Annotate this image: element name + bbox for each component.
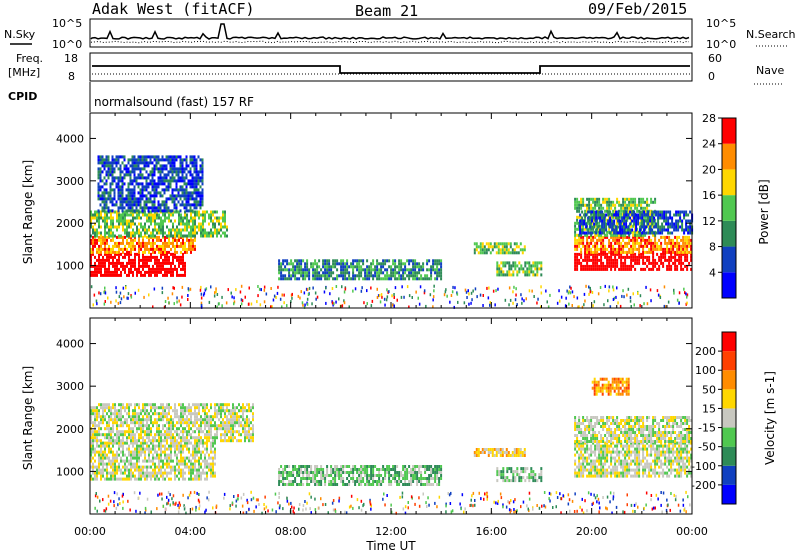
velocity-region [278, 465, 443, 486]
power-region [90, 210, 228, 238]
nave-tick-top: 60 [708, 52, 722, 65]
power-region [90, 235, 196, 254]
power-colorbar-swatch [722, 143, 736, 170]
velocity-ytick-label: 2000 [56, 423, 84, 436]
power-ylabel: Slant Range [km] [21, 160, 35, 264]
cpid-panel: CPID normalsound (fast) 157 RF [8, 82, 254, 112]
velocity-region [591, 377, 630, 396]
noise-panel: N.Sky 10^5 10^0 10^5 10^0 N.Search [4, 17, 796, 51]
power-panel: Slant Range [km] 1000 2000 3000 4000 4 8 12 16… [21, 112, 771, 309]
velocity-xtick-label: 00:00 [74, 525, 106, 538]
velocity-colorbar-tick: 200 [695, 345, 716, 358]
velocity-xtick-label: 00:00 [676, 525, 708, 538]
power-region [278, 259, 443, 281]
power-colorbar-tick: 20 [702, 163, 716, 176]
velocity-xtick-label: 16:00 [475, 525, 507, 538]
velocity-colorbar-tick: 100 [695, 364, 716, 377]
velocity-colorbar-tick: -100 [691, 460, 716, 473]
power-region [90, 252, 186, 277]
power-region [97, 155, 204, 213]
velocity-panel: Slant Range [km] 1000 2000 3000 4000 00:00 0… [21, 317, 777, 553]
velocity-colorbar-label: Velocity [m s-1] [763, 371, 777, 465]
power-region [473, 242, 526, 255]
nsky-tick-top: 10^5 [52, 17, 82, 30]
freq-trace [92, 65, 690, 74]
power-colorbar-tick: 28 [702, 112, 716, 125]
power-colorbar-swatch [722, 195, 736, 221]
power-colorbar-swatch [722, 118, 736, 144]
freq-unit: [MHz] [8, 66, 40, 79]
beam-title: Beam 21 [355, 2, 418, 20]
power-region [579, 210, 694, 235]
velocity-colorbar-tick: 15 [702, 402, 716, 415]
velocity-region [473, 448, 526, 457]
nsky-label: N.Sky [4, 28, 36, 41]
power-region [574, 235, 693, 254]
velocity-colorbar-swatch [722, 332, 736, 352]
power-region [496, 261, 543, 277]
freq-tick-top: 18 [64, 52, 78, 65]
velocity-ytick-label: 4000 [56, 338, 84, 351]
velocity-ytick-label: 1000 [56, 465, 84, 478]
velocity-colorbar-tick: -50 [698, 441, 716, 454]
power-colorbar-swatch [722, 246, 736, 273]
power-colorbar-tick: 4 [709, 266, 716, 279]
date-title: 09/Feb/2015 [588, 0, 687, 18]
velocity-region [90, 441, 216, 481]
freq-tick-bottom: 8 [68, 70, 75, 83]
power-colorbar-swatch [722, 169, 736, 196]
cpid-label: CPID [8, 90, 37, 103]
nsearch-trace [90, 40, 690, 44]
power-colorbar-tick: 12 [702, 215, 716, 228]
cpid-text: normalsound (fast) 157 RF [94, 95, 254, 109]
velocity-speckle [94, 490, 691, 515]
velocity-xtick-label: 20:00 [576, 525, 608, 538]
power-colorbar-swatch [722, 272, 736, 298]
power-ytick-label: 3000 [56, 175, 84, 188]
freq-panel: Freq. [MHz] 18 8 60 0 Nave [8, 52, 784, 85]
velocity-xlabel: Time UT [365, 539, 416, 553]
power-colorbar-label: Power [dB] [757, 179, 771, 244]
velocity-region [90, 403, 254, 443]
velocity-colorbar-swatch [722, 446, 736, 466]
velocity-colorbar-swatch [722, 465, 736, 485]
freq-label: Freq. [16, 52, 43, 65]
velocity-colorbar-tick: 50 [702, 383, 716, 396]
velocity-colorbar-swatch [722, 427, 736, 447]
nsearch-label: N.Search [746, 28, 796, 41]
nsearch-tick-top: 10^5 [706, 17, 736, 30]
velocity-ylabel: Slant Range [km] [21, 366, 35, 470]
velocity-region [574, 416, 693, 443]
nave-tick-bottom: 0 [708, 70, 715, 83]
power-region [574, 252, 693, 271]
velocity-region [574, 441, 693, 478]
velocity-colorbar-swatch [722, 351, 736, 371]
power-colorbar-tick: 24 [702, 138, 716, 151]
power-colorbar-swatch [722, 220, 736, 247]
velocity-colorbar-swatch [722, 484, 736, 504]
nsky-trace [90, 23, 690, 40]
velocity-colorbar-swatch [722, 408, 736, 428]
power-ytick-label: 1000 [56, 260, 84, 273]
power-colorbar-tick: 16 [702, 189, 716, 202]
power-ytick-label: 2000 [56, 217, 84, 230]
nsearch-tick-bottom: 10^0 [706, 38, 736, 51]
station-title: Adak West (fitACF) [92, 0, 255, 18]
velocity-xtick-label: 04:00 [174, 525, 206, 538]
velocity-colorbar-tick: -200 [691, 479, 716, 492]
velocity-colorbar-swatch [722, 370, 736, 390]
velocity-ytick-label: 3000 [56, 380, 84, 393]
power-colorbar-tick: 8 [709, 241, 716, 254]
velocity-region [496, 467, 543, 483]
nsky-tick-bottom: 10^0 [52, 38, 82, 51]
power-speckle [90, 284, 689, 309]
velocity-xtick-label: 08:00 [275, 525, 307, 538]
nave-label: Nave [756, 64, 784, 77]
power-ytick-label: 4000 [56, 132, 84, 145]
velocity-xtick-label: 12:00 [375, 525, 407, 538]
velocity-colorbar-tick: -15 [698, 422, 716, 435]
velocity-colorbar-swatch [722, 389, 736, 409]
